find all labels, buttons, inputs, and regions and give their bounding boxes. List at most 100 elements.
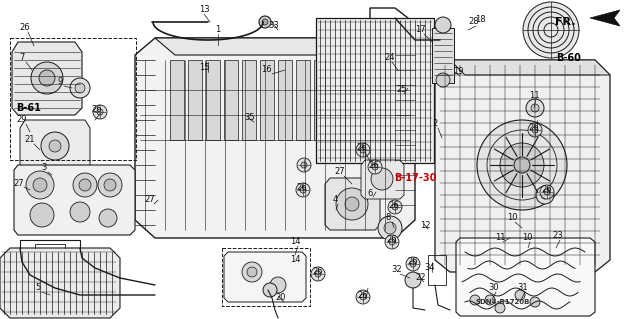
Circle shape [540, 185, 554, 199]
Polygon shape [361, 160, 404, 199]
Circle shape [41, 132, 69, 160]
Bar [332, 60, 346, 140]
Text: 26: 26 [388, 201, 399, 210]
Polygon shape [0, 248, 120, 318]
Text: 34: 34 [425, 263, 435, 272]
Circle shape [242, 262, 262, 282]
Text: 14: 14 [290, 238, 300, 247]
Text: 5: 5 [35, 284, 40, 293]
Polygon shape [12, 42, 82, 115]
Text: 26: 26 [529, 123, 540, 132]
Bar [224, 60, 238, 140]
Polygon shape [325, 178, 380, 230]
Text: B-60: B-60 [556, 53, 581, 63]
Text: 1: 1 [216, 26, 221, 34]
Circle shape [300, 187, 306, 193]
Circle shape [530, 297, 540, 307]
Circle shape [514, 157, 530, 173]
Circle shape [259, 16, 271, 28]
Circle shape [405, 272, 421, 288]
Text: 29: 29 [17, 115, 28, 124]
Polygon shape [20, 120, 90, 172]
Circle shape [544, 189, 550, 195]
Text: 24: 24 [385, 54, 396, 63]
Text: 30: 30 [489, 284, 499, 293]
Circle shape [296, 183, 310, 197]
Text: 7: 7 [19, 54, 25, 63]
Circle shape [247, 267, 257, 277]
Circle shape [31, 62, 63, 94]
Circle shape [500, 143, 544, 187]
Text: 10: 10 [507, 213, 517, 222]
Circle shape [385, 235, 399, 249]
Text: 27: 27 [145, 196, 156, 204]
Circle shape [435, 17, 451, 33]
Circle shape [371, 168, 393, 190]
Text: 21: 21 [25, 136, 35, 145]
Polygon shape [14, 165, 135, 235]
Bar [278, 60, 292, 140]
Text: 26: 26 [297, 183, 307, 192]
Text: 12: 12 [420, 220, 430, 229]
Text: 26: 26 [313, 268, 323, 277]
Polygon shape [135, 38, 415, 238]
Circle shape [99, 209, 117, 227]
Circle shape [263, 283, 277, 297]
Text: 6: 6 [367, 189, 372, 197]
Circle shape [70, 202, 90, 222]
Text: 27: 27 [335, 167, 346, 176]
Circle shape [523, 2, 579, 58]
Text: 26: 26 [541, 186, 552, 195]
Circle shape [315, 271, 321, 277]
Text: 26: 26 [356, 144, 367, 152]
Circle shape [93, 105, 107, 119]
Circle shape [541, 191, 549, 199]
Text: B-17-30: B-17-30 [394, 173, 436, 183]
Circle shape [97, 109, 103, 115]
Circle shape [515, 290, 525, 300]
Circle shape [388, 200, 402, 214]
Text: 18: 18 [475, 16, 485, 25]
Circle shape [356, 290, 370, 304]
Polygon shape [590, 10, 620, 26]
Text: 19: 19 [452, 68, 463, 77]
Circle shape [345, 197, 359, 211]
Circle shape [26, 171, 54, 199]
Circle shape [301, 162, 307, 168]
Text: 3: 3 [42, 164, 47, 173]
Circle shape [406, 257, 420, 271]
Circle shape [360, 294, 366, 300]
Text: B-61: B-61 [16, 103, 41, 113]
Text: 11: 11 [495, 234, 505, 242]
Circle shape [531, 104, 539, 112]
Circle shape [104, 179, 116, 191]
Bar [170, 60, 184, 140]
Circle shape [378, 216, 402, 240]
Circle shape [336, 188, 368, 220]
Circle shape [356, 143, 370, 157]
Text: 23: 23 [553, 232, 563, 241]
Bar [350, 60, 364, 140]
Circle shape [49, 140, 61, 152]
Text: 33: 33 [269, 21, 280, 31]
Circle shape [389, 239, 395, 245]
Text: 25: 25 [397, 85, 407, 94]
Text: 17: 17 [415, 26, 426, 34]
Text: 26: 26 [92, 106, 102, 115]
Polygon shape [450, 60, 610, 75]
Polygon shape [155, 38, 415, 55]
Text: 16: 16 [260, 65, 271, 75]
Text: FR.: FR. [554, 17, 575, 27]
Bar [386, 60, 400, 140]
Circle shape [79, 179, 91, 191]
Polygon shape [456, 238, 595, 316]
Bar [296, 60, 310, 140]
Text: 4: 4 [332, 196, 338, 204]
Bar [188, 60, 202, 140]
Text: 27: 27 [13, 179, 24, 188]
Text: 32: 32 [392, 265, 403, 275]
Circle shape [311, 267, 325, 281]
Text: 26: 26 [358, 291, 368, 300]
Circle shape [39, 70, 55, 86]
Text: SDN4-B1720B: SDN4-B1720B [476, 299, 531, 305]
